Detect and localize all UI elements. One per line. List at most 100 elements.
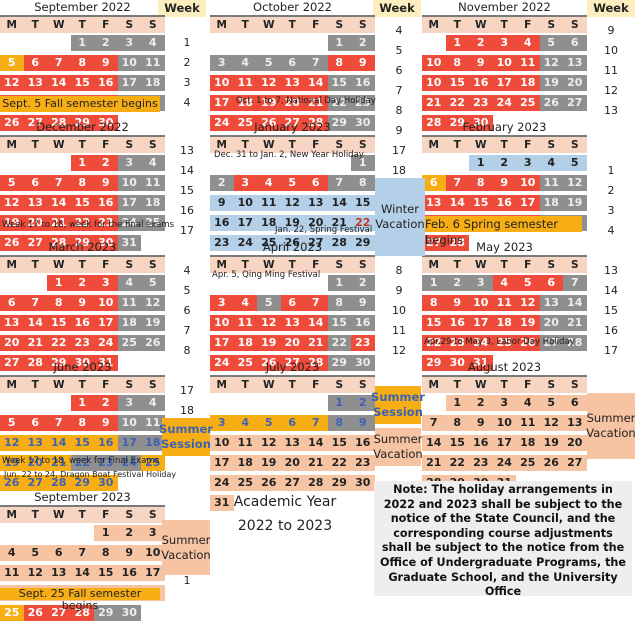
day-cell: 2 — [94, 395, 118, 411]
weekday-label: M — [6, 139, 17, 151]
day-cell: 27 — [280, 355, 304, 371]
day-cell: 31 — [117, 235, 141, 251]
weekday-label: M — [428, 259, 439, 271]
weekday-label: F — [524, 259, 532, 271]
week-row: 10 11 12 13 14 15 16 — [210, 75, 375, 93]
day-cell: 31 — [469, 355, 493, 371]
empty-cell — [281, 395, 305, 411]
week-row: 28 29 30 — [422, 115, 587, 133]
week-number: 9 — [607, 24, 615, 37]
day-cell: 26 — [539, 455, 563, 471]
day-cell: 30 — [117, 605, 141, 621]
day-cell: 18 — [117, 315, 141, 331]
weekday-label: M — [6, 379, 17, 391]
day-cell: 18 — [141, 435, 165, 451]
day-cell: 17 — [516, 195, 540, 211]
day-cell: 3 — [94, 275, 118, 291]
day-cell: 17 — [210, 335, 234, 351]
week-row: 17 18 19 20 21 22 23 — [210, 335, 375, 353]
month-march-2023: March 2023 M T W T F S S 1 2 3 4 5 6 7 8 9 10 11 12 13 14 15 16… — [0, 240, 165, 373]
day-cell: 11 — [492, 295, 516, 311]
day-cell: 2 — [351, 275, 375, 291]
day-cell: 10 — [492, 415, 516, 431]
week-number: 3 — [183, 76, 191, 89]
day-cell: 24 — [210, 115, 234, 131]
day-cell: 8 — [327, 415, 351, 431]
week-row: 14 15 16 17 18 19 20 — [422, 435, 587, 453]
weekday-label: T — [31, 259, 39, 271]
day-cell: 23 — [469, 455, 493, 471]
day-cell: 28 — [47, 235, 71, 251]
day-cell: 25 — [0, 605, 24, 621]
empty-cell — [47, 155, 71, 171]
day-cell: 25 — [492, 335, 516, 351]
day-cell: 7 — [304, 295, 328, 311]
day-cell: 5 — [539, 35, 563, 51]
week-row: 13 14 15 16 17 18 19 — [0, 315, 165, 333]
day-cell: 13 — [280, 435, 304, 451]
day-cell: 17 — [117, 75, 141, 91]
day-cell: 13 — [23, 75, 47, 91]
weekday-label: T — [453, 139, 461, 151]
week-row: 8 9 10 11 12 13 14 — [422, 295, 587, 313]
day-cell: 14 — [70, 565, 94, 581]
weekday-label: S — [148, 139, 157, 151]
day-cell: 6 — [422, 175, 446, 191]
day-cell: 8 — [47, 295, 71, 311]
empty-cell — [24, 395, 48, 411]
week-header-2: Week — [373, 0, 421, 17]
qing-ming-note: Apr. 5, Qing Ming Festival — [212, 270, 321, 280]
day-cell: 26 — [257, 475, 281, 491]
day-cell: 20 — [304, 215, 328, 231]
day-cell: 4 — [516, 35, 540, 51]
week-number: 13 — [604, 264, 618, 277]
day-cell: 4 — [141, 155, 165, 171]
empty-cell — [0, 525, 24, 541]
day-cell: 10 — [422, 55, 446, 71]
week-row: 4 5 6 7 8 9 10 — [0, 545, 165, 563]
day-cell: 11 — [141, 415, 165, 431]
week-number: 5 — [395, 44, 403, 57]
weekday-label: T — [78, 259, 86, 271]
day-cell: 30 — [469, 115, 493, 131]
day-cell: 25 — [233, 115, 257, 131]
week-number: 15 — [604, 304, 618, 317]
day-cell: 19 — [280, 215, 304, 231]
day-cell: 19 — [0, 215, 24, 231]
day-cell: 20 — [280, 335, 304, 351]
day-cell: 25 — [516, 95, 540, 111]
day-cell: 12 — [0, 75, 24, 91]
day-cell: 19 — [257, 95, 281, 111]
day-cell: 26 — [0, 115, 24, 131]
day-cell: 10 — [422, 75, 446, 91]
day-cell: 26 — [257, 115, 281, 131]
week-row: 16 17 18 19 20 21 22 — [210, 215, 375, 233]
week-number: 4 — [395, 24, 403, 37]
day-cell: 18 — [516, 75, 540, 91]
day-cell: 15 — [47, 315, 71, 331]
week-number: 13 — [604, 104, 618, 117]
day-cell: 4 — [492, 275, 516, 291]
day-cell: 5 — [0, 415, 24, 431]
day-cell: 23 — [469, 95, 493, 111]
day-cell: 4 — [117, 275, 141, 291]
day-cell: 27 — [304, 235, 328, 251]
weekday-label: F — [102, 509, 110, 521]
day-cell: 7 — [563, 275, 587, 291]
day-cell: 28 — [327, 235, 351, 251]
month-august-2023: August 2023 M T W T F S S 1 2 3 4 5 6 7 8 9 10 11 12 13 14 15 1… — [422, 360, 587, 493]
weekday-label: S — [547, 259, 556, 271]
week-number: 12 — [604, 84, 618, 97]
day-cell: 29 — [47, 355, 71, 371]
day-cell: 1 — [94, 525, 118, 541]
day-cell: 14 — [47, 195, 71, 211]
day-cell: 24 — [492, 95, 516, 111]
day-cell: 6 — [280, 295, 304, 311]
weekday-label: T — [241, 19, 249, 31]
day-cell: 13 — [539, 295, 563, 311]
day-cell: 23 — [351, 95, 375, 111]
